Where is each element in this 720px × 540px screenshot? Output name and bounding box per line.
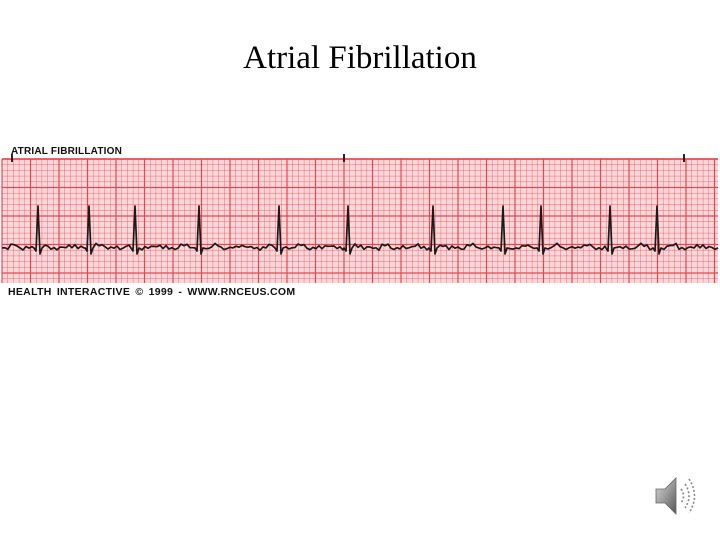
- ecg-grid-minor: [2, 159, 718, 283]
- ecg-trace: [1, 205, 719, 255]
- speaker-icon[interactable]: [652, 472, 702, 522]
- rhythm-strip-label: ATRIAL FIBRILLATION: [11, 146, 123, 157]
- slide-title: Atrial Fibrillation: [243, 40, 477, 76]
- strip-credit: HEALTH INTERACTIVE © 1999 - WWW.RNCEUS.C…: [8, 286, 296, 298]
- ecg-paper: [2, 159, 718, 283]
- ecg-rhythm-strip: [1, 154, 719, 283]
